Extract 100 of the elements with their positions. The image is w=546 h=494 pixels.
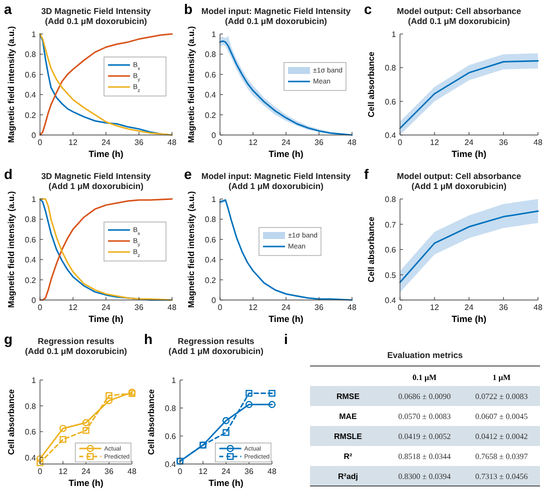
text: e	[184, 166, 192, 182]
x-tick-label: 48	[348, 138, 357, 147]
point	[246, 390, 252, 397]
x-tick-label: 12	[430, 303, 440, 312]
chart-subtitle: (Add 1 μM doxorubicin)	[48, 181, 144, 191]
text: i	[284, 331, 288, 347]
x-axis-title: Time (h)	[88, 314, 124, 324]
x-tick-label: 12	[58, 467, 68, 476]
y-axis-title: Magnetic field intensity (a.u.)	[186, 26, 196, 143]
chart-title: Regression results	[38, 336, 115, 346]
y-tick-label: 1	[392, 30, 397, 39]
y-tick-label: 0.8	[24, 215, 37, 224]
text: 0.0570 ± 0.0083	[398, 412, 451, 421]
x-tick-label: 36	[134, 138, 144, 147]
line-series	[399, 60, 539, 130]
y-tick-label: 0.6	[164, 432, 177, 441]
x-tick-label: 36	[499, 303, 508, 312]
category-label: RMSLE	[334, 432, 362, 441]
point	[222, 429, 230, 436]
x-tick-label: 0	[178, 467, 183, 476]
x-axis-title: Time (h)	[88, 149, 124, 159]
x-tick-label: 12	[248, 303, 258, 312]
x-tick-label: 0	[38, 138, 43, 147]
category-label: R²adj	[338, 472, 358, 481]
chart-title: 3D Magnetic Field Intensity	[41, 6, 152, 16]
category-label: R²	[344, 452, 352, 461]
x-tick-label: 24	[464, 138, 474, 147]
y-axis-title: Magnetic field intensity (a.u.)	[186, 191, 196, 308]
x-tick-label: 0	[398, 138, 403, 147]
point	[268, 400, 276, 408]
x-tick-label: 0	[218, 303, 223, 312]
x-axis-title: Time (h)	[268, 149, 304, 159]
point	[106, 392, 112, 399]
text: 0.0412 ± 0.0042	[475, 432, 528, 441]
y-tick-label: 1	[32, 30, 37, 39]
x-tick-label: 48	[168, 138, 177, 147]
text: f	[364, 166, 369, 182]
text: 0.0607 ± 0.0045	[475, 412, 528, 421]
point	[82, 427, 90, 434]
text: 0.7313 ± 0.0456	[475, 472, 528, 481]
y-tick-label: 0.8	[24, 50, 37, 60]
y-tick-label: 0.7	[384, 220, 397, 230]
y-tick-label: 0.4	[204, 256, 217, 265]
x-tick-label: 36	[244, 467, 254, 476]
x-tick-label: 12	[198, 467, 208, 476]
chart-title: Model input: Magnetic Field Intensity	[201, 6, 351, 16]
y-tick-label: 0.4	[384, 296, 397, 305]
x-tick-label: 48	[128, 467, 137, 476]
y-tick-label: 0.4	[164, 460, 177, 469]
point	[82, 419, 90, 426]
text: 0.7658 ± 0.0397	[475, 452, 528, 461]
text: g	[4, 331, 13, 347]
y-tick-label: 0.8	[24, 402, 37, 411]
y-axis-title: Magnetic field intensity (a.u.)	[6, 26, 16, 143]
chart-title: Regression results	[178, 336, 255, 346]
x-tick-label: 48	[348, 303, 357, 312]
text: h	[144, 331, 153, 347]
text: 0.0419 ± 0.0052	[398, 432, 451, 441]
y-tick-label: 1	[212, 195, 217, 204]
y-tick-label: 1	[172, 376, 177, 385]
x-tick-label: 48	[268, 467, 277, 476]
y-tick-label: 1	[212, 30, 217, 39]
chart-subtitle: (Add 0.1 μM doxorubicin)	[24, 346, 128, 356]
x-tick-label: 24	[82, 467, 91, 476]
y-tick-label: 0.6	[204, 70, 217, 80]
y-tick-label: 0.2	[24, 110, 37, 120]
x-axis-title: Time (h)	[208, 478, 244, 488]
text: b	[184, 1, 193, 17]
category-label: RMSE	[336, 392, 360, 401]
y-tick-label: 0.6	[24, 70, 37, 80]
x-tick-label: 12	[68, 138, 78, 147]
text: a	[4, 1, 12, 17]
chart-title: Model output: Cell absorbance	[396, 171, 522, 181]
y-tick-label: 0.6	[384, 97, 397, 106]
line-series	[399, 210, 539, 284]
chart-subtitle: (Add 1 μM doxorubicin)	[228, 181, 324, 191]
y-tick-label: 0.4	[204, 90, 217, 100]
x-axis-title: Time (h)	[452, 149, 486, 159]
chart-subtitle: (Add 0.1 μM doxorubicin)	[224, 16, 328, 26]
y-tick-label: 1	[32, 195, 37, 204]
category-label: 1 μM	[492, 373, 511, 382]
chart-subtitle: (Add 0.1 μM doxorubicin)	[408, 16, 510, 26]
text: c	[364, 1, 372, 17]
x-tick-label: 24	[102, 303, 111, 312]
x-tick-label: 0	[38, 303, 43, 312]
y-tick-label: 0.2	[24, 276, 37, 285]
y-tick-label: 0.6	[384, 246, 397, 254]
x-tick-label: 36	[499, 138, 508, 147]
y-tick-label: 0.8	[164, 404, 177, 413]
y-axis-title: Cell absorbance	[366, 51, 376, 118]
x-axis-title: Time (h)	[68, 478, 104, 488]
y-tick-label: 0.8	[384, 195, 397, 204]
text: d	[4, 166, 13, 182]
x-tick-label: 12	[430, 138, 440, 147]
y-tick-label: 0.8	[204, 215, 217, 224]
x-tick-label: 0	[218, 138, 223, 147]
y-tick-label: 0.4	[24, 454, 37, 463]
y-tick-label: 0	[212, 296, 217, 305]
chart-subtitle: (Add 0.1 μM doxorubicin)	[44, 16, 148, 26]
y-axis-title: Magnetic field intensity (a.u.)	[6, 191, 16, 308]
